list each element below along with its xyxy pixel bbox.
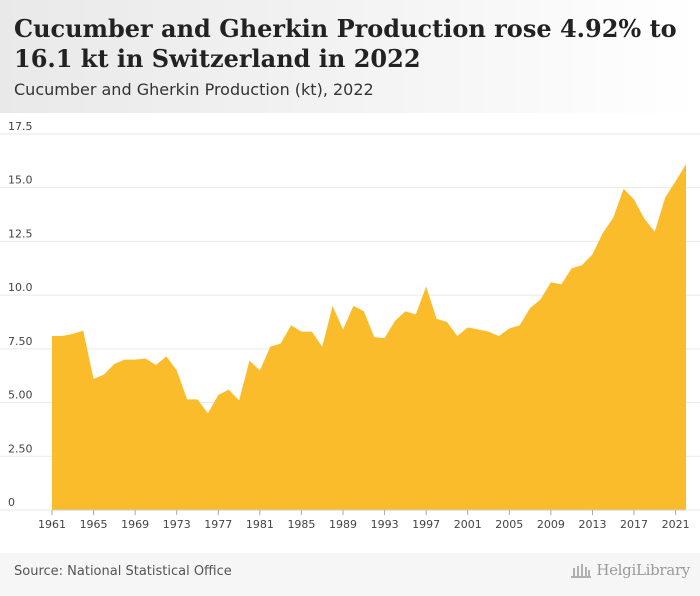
x-tick-label: 1989: [329, 518, 357, 531]
y-tick-label: 15.0: [8, 174, 33, 187]
chart-subtitle: Cucumber and Gherkin Production (kt), 20…: [14, 80, 374, 99]
x-tick-label: 1965: [80, 518, 108, 531]
chart-header: Cucumber and Gherkin Production rose 4.9…: [0, 0, 700, 113]
brand-logo[interactable]: HelgiLibrary: [570, 561, 690, 579]
chart-area: 0 2.50 5.00 7.50 10.0 12.5 15.0 17.5 1961 1965 196…: [0, 113, 700, 553]
x-tick-label: 1981: [246, 518, 274, 531]
x-tick-label: 2005: [495, 518, 523, 531]
x-tick-label: 2013: [578, 518, 606, 531]
y-tick-label: 17.5: [8, 120, 33, 133]
library-building-icon: [571, 564, 592, 578]
x-tick-label: 1977: [204, 518, 232, 531]
source-note: Source: National Statistical Office: [14, 564, 232, 579]
brand-name: HelgiLibrary: [596, 561, 690, 579]
chart-title: Cucumber and Gherkin Production rose 4.9…: [14, 14, 677, 73]
x-tick-label: 1985: [287, 518, 315, 531]
y-tick-label: 5.00: [8, 389, 33, 402]
production-area: [52, 164, 686, 510]
x-tick-label: 1961: [38, 518, 66, 531]
y-tick-label: 12.5: [8, 227, 33, 240]
y-tick-label: 2.50: [8, 442, 33, 455]
x-tick-label: 1973: [163, 518, 191, 531]
x-tick-label: 2001: [454, 518, 482, 531]
area-chart: 0 2.50 5.00 7.50 10.0 12.5 15.0 17.5 1961 1965 196…: [0, 120, 700, 531]
y-tick-label: 0: [8, 496, 15, 509]
x-tick-label: 2009: [537, 518, 565, 531]
y-tick-label: 7.50: [8, 335, 33, 348]
x-tick-label: 2021: [662, 518, 690, 531]
x-tick-label: 2017: [620, 518, 648, 531]
chart-footer: Source: National Statistical Office Helg…: [0, 553, 700, 596]
x-tick-label: 1969: [121, 518, 149, 531]
x-tick-label: 1997: [412, 518, 440, 531]
x-tick-label: 1993: [371, 518, 399, 531]
y-tick-label: 10.0: [8, 281, 33, 294]
